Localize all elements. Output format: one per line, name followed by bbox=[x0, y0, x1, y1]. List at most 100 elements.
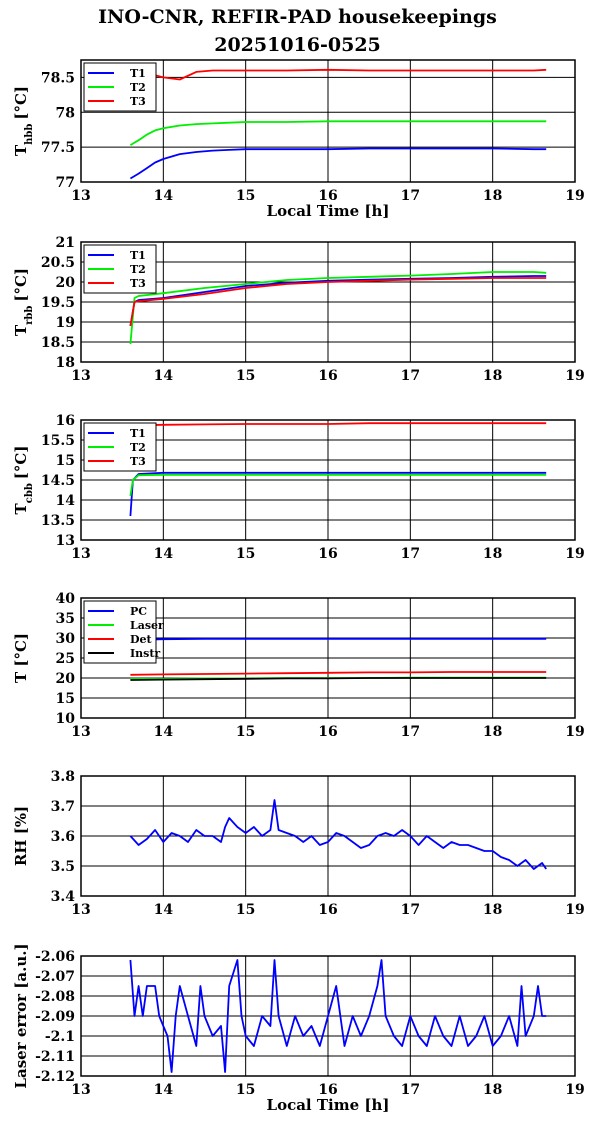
x-tick-label: 13 bbox=[71, 724, 90, 740]
y-tick-label: 3.7 bbox=[51, 799, 75, 815]
x-tick-label: 15 bbox=[236, 902, 255, 918]
x-tick-label: 19 bbox=[565, 1082, 584, 1098]
chart-title-line-2: 20251016-0525 bbox=[214, 34, 381, 56]
x-tick-label: 16 bbox=[318, 1082, 337, 1098]
x-tick-label: 16 bbox=[318, 902, 337, 918]
y-tick-label: 35 bbox=[56, 611, 75, 627]
x-tick-label: 13 bbox=[71, 188, 90, 204]
plot-frame bbox=[80, 775, 576, 897]
plot-frame bbox=[80, 955, 576, 1077]
series-line-t1 bbox=[129, 147, 547, 180]
x-tick-label: 18 bbox=[483, 902, 502, 918]
y-tick-label: 3.5 bbox=[51, 859, 75, 875]
series-line-t1 bbox=[129, 471, 547, 517]
x-tick-label: 15 bbox=[236, 724, 255, 740]
x-tick-label: 14 bbox=[154, 188, 174, 204]
y-tick-label: 19.5 bbox=[41, 295, 75, 311]
x-axis-label: Local Time [h] bbox=[267, 1096, 390, 1114]
y-tick-label: -2.12 bbox=[35, 1069, 75, 1085]
series-line-t3 bbox=[129, 277, 547, 327]
y-axis-label: Laser error [a.u.] bbox=[12, 943, 30, 1088]
y-tick-label: 16 bbox=[56, 413, 75, 429]
x-tick-label: 17 bbox=[401, 188, 420, 204]
plot-frame bbox=[80, 597, 576, 719]
x-tick-label: 13 bbox=[71, 1082, 90, 1098]
x-tick-label: 19 bbox=[565, 368, 584, 384]
y-tick-label: 15 bbox=[56, 691, 75, 707]
x-tick-label: 17 bbox=[401, 902, 420, 918]
series-line-t2 bbox=[129, 271, 547, 345]
x-tick-label: 19 bbox=[565, 902, 584, 918]
y-tick-label: 21 bbox=[56, 235, 75, 251]
x-tick-label: 15 bbox=[236, 188, 255, 204]
x-tick-label: 17 bbox=[401, 546, 420, 562]
legend-label: Det bbox=[130, 633, 153, 646]
series-line-instr bbox=[130, 677, 547, 681]
y-tick-label: -2.08 bbox=[35, 989, 75, 1005]
y-tick-label: 3.4 bbox=[51, 889, 76, 905]
x-tick-label: 19 bbox=[565, 724, 584, 740]
series-line-t2 bbox=[129, 473, 547, 497]
x-tick-label: 17 bbox=[401, 724, 420, 740]
y-axis-label: RH [%] bbox=[12, 806, 30, 866]
legend-label: T2 bbox=[130, 441, 146, 454]
x-tick-label: 13 bbox=[71, 546, 90, 562]
chart-title-line-1: INO-CNR, REFIR-PAD housekeepings bbox=[98, 6, 497, 28]
y-tick-label: 15.5 bbox=[41, 433, 75, 449]
y-tick-label: 20.5 bbox=[41, 255, 75, 271]
legend-label: T3 bbox=[130, 95, 146, 108]
x-tick-label: 17 bbox=[401, 368, 420, 384]
y-tick-label: 14.5 bbox=[41, 473, 75, 489]
y-tick-label: 10 bbox=[56, 711, 76, 727]
legend-label: T3 bbox=[130, 277, 146, 290]
legend-label: T2 bbox=[130, 263, 146, 276]
x-tick-label: 14 bbox=[154, 902, 174, 918]
y-tick-label: 13.5 bbox=[41, 513, 75, 529]
x-axis-label: Local Time [h] bbox=[267, 202, 390, 220]
series-line-t1 bbox=[129, 275, 547, 327]
plot-frame bbox=[80, 419, 576, 541]
y-tick-label: 40 bbox=[56, 591, 76, 607]
legend-label: Instr bbox=[130, 647, 160, 660]
y-tick-label: 20 bbox=[56, 671, 76, 687]
legend-label: T2 bbox=[130, 81, 146, 94]
x-tick-label: 18 bbox=[483, 368, 502, 384]
plot-frame bbox=[80, 241, 576, 363]
series-line-det bbox=[130, 671, 547, 676]
x-tick-label: 14 bbox=[154, 546, 174, 562]
y-tick-label: -2.09 bbox=[35, 1009, 75, 1025]
series-line-data bbox=[129, 959, 547, 1073]
legend-label: Laser bbox=[130, 619, 164, 632]
x-tick-label: 13 bbox=[71, 368, 90, 384]
y-tick-label: 25 bbox=[56, 651, 75, 667]
x-tick-label: 14 bbox=[154, 1082, 174, 1098]
x-tick-label: 15 bbox=[236, 1082, 255, 1098]
y-tick-label: 19 bbox=[56, 315, 75, 331]
y-tick-label: 78 bbox=[56, 105, 75, 121]
y-tick-label: -2.1 bbox=[45, 1029, 75, 1045]
y-tick-label: 18 bbox=[56, 355, 75, 371]
legend-label: T1 bbox=[130, 67, 146, 80]
x-tick-label: 13 bbox=[71, 902, 90, 918]
y-axis-label: Thbb[°C] bbox=[12, 86, 35, 156]
x-tick-label: 18 bbox=[483, 188, 502, 204]
x-tick-label: 17 bbox=[401, 1082, 420, 1098]
x-tick-label: 15 bbox=[236, 546, 255, 562]
x-tick-label: 14 bbox=[154, 724, 174, 740]
y-tick-label: -2.06 bbox=[35, 949, 75, 965]
x-tick-label: 16 bbox=[318, 546, 337, 562]
y-axis-label: Tcbb[°C] bbox=[12, 446, 35, 515]
legend-label: T3 bbox=[130, 455, 146, 468]
x-tick-label: 19 bbox=[565, 546, 584, 562]
x-tick-label: 16 bbox=[318, 368, 337, 384]
y-tick-label: -2.07 bbox=[35, 969, 75, 985]
y-axis-label: T [°C] bbox=[12, 633, 30, 683]
y-tick-label: 3.8 bbox=[51, 769, 75, 785]
y-tick-label: 18.5 bbox=[41, 335, 75, 351]
y-tick-label: 20 bbox=[56, 275, 76, 291]
y-tick-label: 14 bbox=[56, 493, 76, 509]
series-line-t3 bbox=[130, 422, 547, 427]
y-tick-label: 30 bbox=[56, 631, 76, 647]
x-tick-label: 16 bbox=[318, 188, 337, 204]
